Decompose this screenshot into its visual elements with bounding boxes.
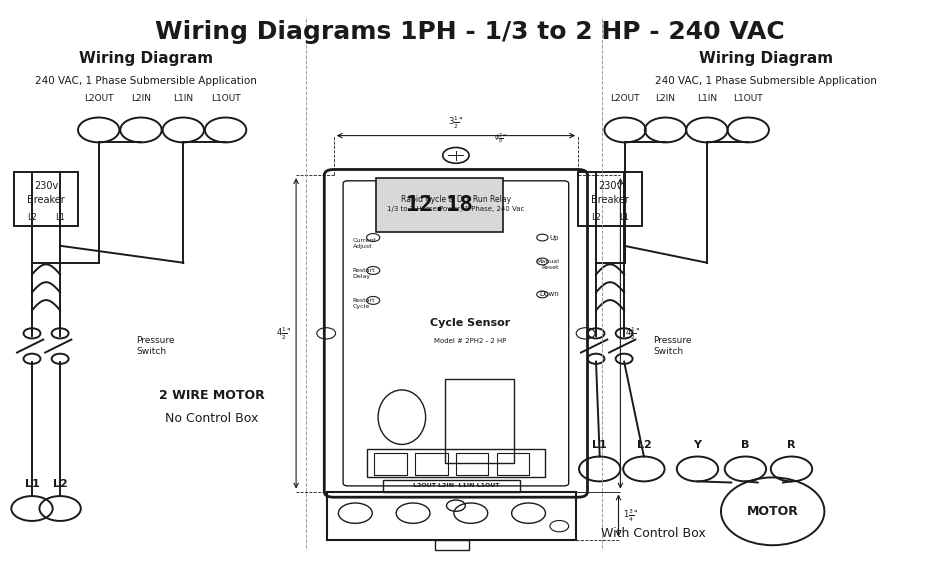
Bar <box>14 172 78 226</box>
Text: Model # 2PH2 - 2 HP: Model # 2PH2 - 2 HP <box>434 338 506 344</box>
Text: 2 WIRE MOTOR: 2 WIRE MOTOR <box>159 389 264 402</box>
Text: $3\frac{1}{2}$": $3\frac{1}{2}$" <box>448 115 463 131</box>
Text: Wiring Diagrams 1PH - 1/3 to 2 HP - 240 VAC: Wiring Diagrams 1PH - 1/3 to 2 HP - 240 … <box>155 20 785 44</box>
Text: L2OUT: L2OUT <box>610 94 640 103</box>
Bar <box>434 540 468 550</box>
Text: L2: L2 <box>53 479 68 489</box>
Text: With Control Box: With Control Box <box>601 527 706 541</box>
Text: B: B <box>742 440 749 450</box>
Text: L2OUT: L2OUT <box>84 94 114 103</box>
Text: Restart
Cycle: Restart Cycle <box>352 298 375 309</box>
Text: L1: L1 <box>619 214 629 223</box>
Text: MOTOR: MOTOR <box>746 505 799 518</box>
Text: L2: L2 <box>591 214 601 223</box>
Text: Pressure
Switch: Pressure Switch <box>653 336 692 356</box>
Text: $4\frac{1}{2}$": $4\frac{1}{2}$" <box>625 325 640 342</box>
Text: L1OUT: L1OUT <box>211 94 241 103</box>
Text: L1: L1 <box>55 214 65 223</box>
Text: L2IN: L2IN <box>655 94 676 103</box>
Bar <box>376 178 503 232</box>
Bar <box>374 453 407 475</box>
Text: Wiring Diagram: Wiring Diagram <box>699 51 833 66</box>
Text: Restart
Delay: Restart Delay <box>352 268 375 279</box>
Bar <box>415 453 447 475</box>
Text: L1OUT: L1OUT <box>733 94 763 103</box>
Text: L1IN: L1IN <box>697 94 717 103</box>
Text: Up: Up <box>550 234 559 241</box>
Text: 12.18: 12.18 <box>406 195 473 215</box>
Text: 230v: 230v <box>34 181 58 191</box>
Text: No Control Box: No Control Box <box>164 411 258 425</box>
Text: $4\frac{1}{2}$": $4\frac{1}{2}$" <box>276 325 291 342</box>
Text: L1: L1 <box>592 440 607 450</box>
Text: L2: L2 <box>27 214 37 223</box>
Text: $1\frac{3}{4}$": $1\frac{3}{4}$" <box>623 507 638 524</box>
Bar <box>446 380 514 463</box>
Text: Y: Y <box>694 440 701 450</box>
Text: $\phi\frac{7}{8}$": $\phi\frac{7}{8}$" <box>494 131 507 146</box>
Text: 1/3 to 2 Horse Power, 1 Phase, 240 Vac: 1/3 to 2 Horse Power, 1 Phase, 240 Vac <box>387 206 525 212</box>
Bar <box>327 492 576 540</box>
Text: Breaker: Breaker <box>591 195 629 205</box>
Text: L2OUT L2IN  L1IN L1OUT: L2OUT L2IN L1IN L1OUT <box>413 483 499 488</box>
Text: Pressure
Switch: Pressure Switch <box>136 336 175 356</box>
Text: R: R <box>787 440 796 450</box>
Bar <box>496 453 529 475</box>
Text: L1: L1 <box>24 479 39 489</box>
Bar <box>367 449 545 477</box>
Text: Manual
Reset: Manual Reset <box>537 259 559 270</box>
Text: Wiring Diagram: Wiring Diagram <box>79 51 212 66</box>
Text: L2: L2 <box>636 440 651 450</box>
Text: Cycle Sensor: Cycle Sensor <box>430 318 510 328</box>
Text: Rapid Cycle & Dry Run Relay: Rapid Cycle & Dry Run Relay <box>400 195 511 204</box>
Text: 240 VAC, 1 Phase Submersible Application: 240 VAC, 1 Phase Submersible Application <box>655 76 877 86</box>
Text: Down: Down <box>540 292 559 297</box>
Text: L2IN: L2IN <box>131 94 151 103</box>
Bar <box>384 480 520 492</box>
Text: Breaker: Breaker <box>27 195 65 205</box>
Text: 230v: 230v <box>598 181 622 191</box>
Text: L1IN: L1IN <box>173 94 194 103</box>
Text: 240 VAC, 1 Phase Submersible Application: 240 VAC, 1 Phase Submersible Application <box>35 76 257 86</box>
Text: Current
Adjust: Current Adjust <box>352 238 376 249</box>
Bar <box>456 453 489 475</box>
Bar <box>578 172 642 226</box>
